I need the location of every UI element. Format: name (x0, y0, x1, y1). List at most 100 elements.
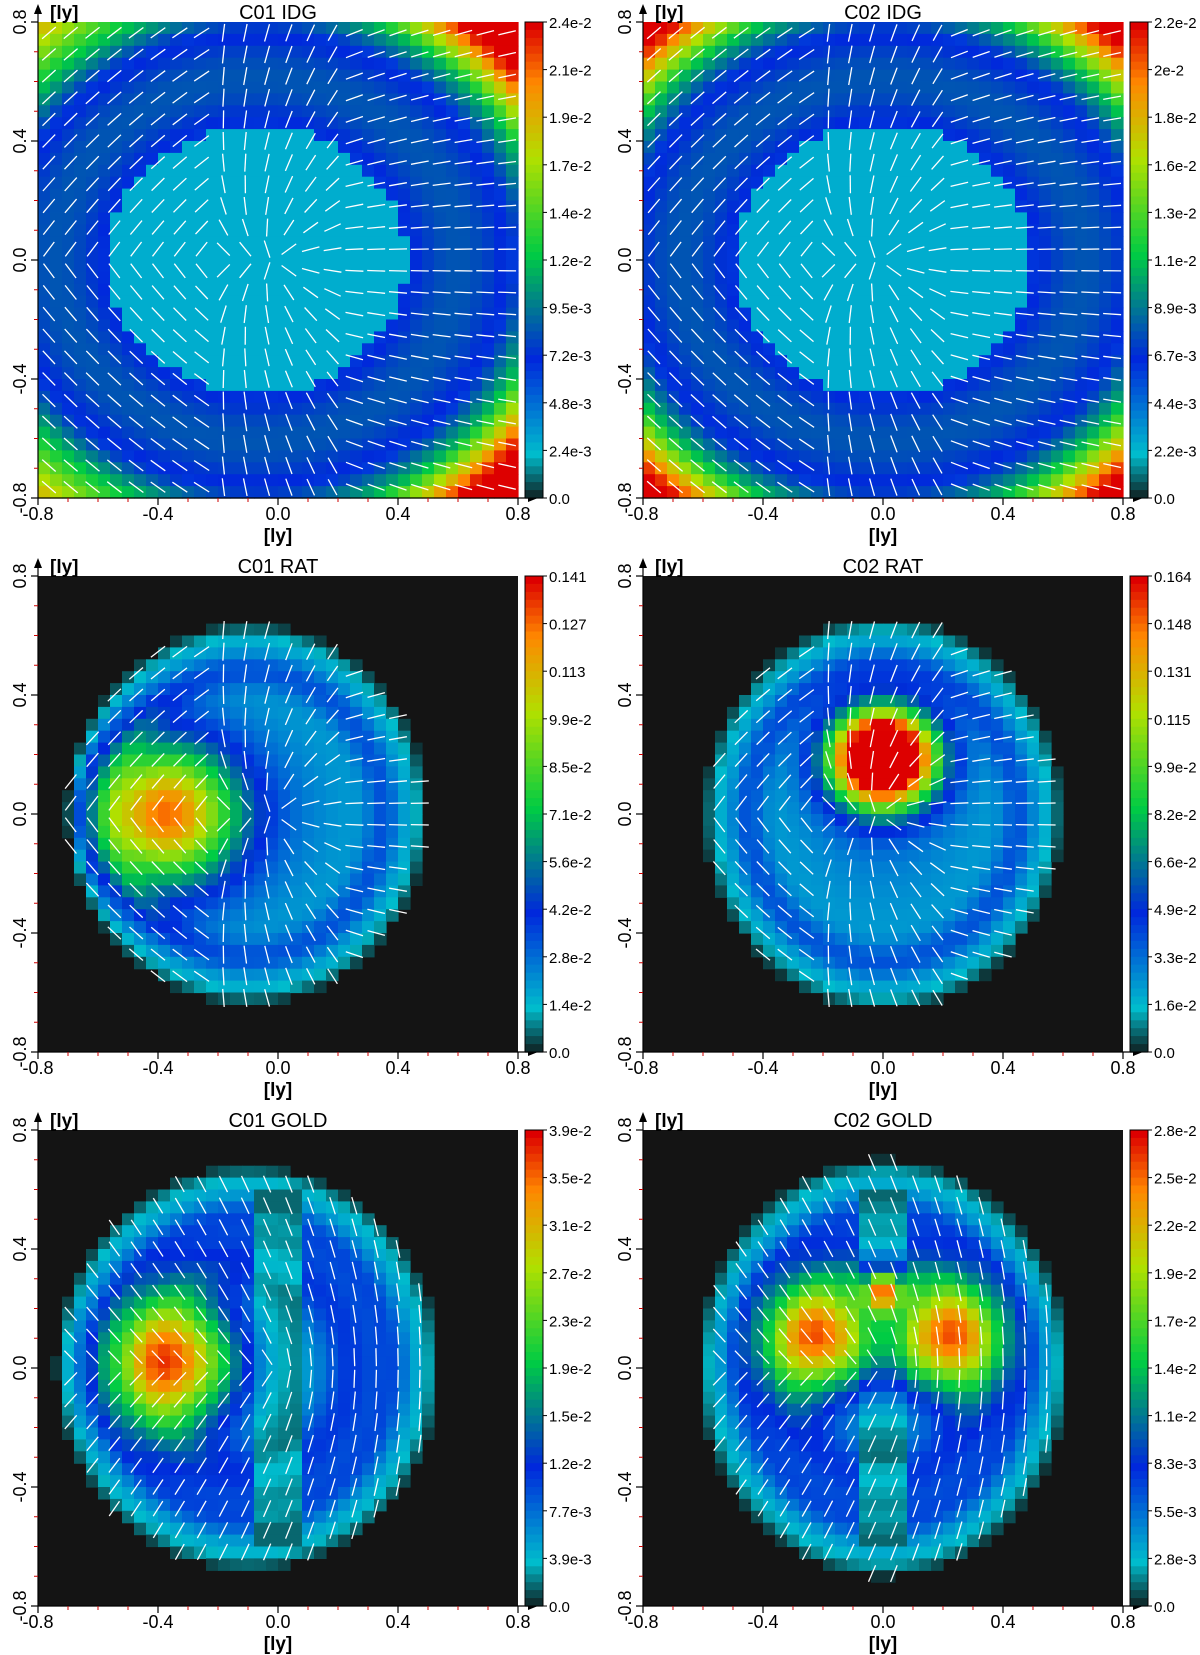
heatmap-cell (254, 200, 267, 213)
heatmap-cell (919, 33, 932, 47)
heatmap-cell (494, 236, 507, 249)
heatmap-cell (823, 176, 836, 190)
heatmap-cell (254, 105, 267, 118)
heatmap-cell (1063, 224, 1076, 237)
heatmap-cell (206, 57, 219, 71)
heatmap-cell (703, 141, 716, 154)
heatmap-cell (691, 212, 704, 225)
heatmap-cell (290, 802, 303, 815)
vector-glyph (285, 435, 293, 453)
heatmap-cell (158, 849, 171, 863)
heatmap-cell (182, 921, 195, 934)
heatmap-cell (74, 164, 87, 178)
heatmap-cell (86, 283, 99, 297)
vector-glyph (389, 51, 407, 58)
heatmap-cell (266, 129, 279, 142)
heatmap-cell (727, 390, 740, 404)
heatmap-cell (446, 117, 459, 130)
heatmap-cell (278, 933, 291, 946)
heatmap-cell (1099, 141, 1112, 154)
heatmap-cell (1099, 105, 1112, 118)
heatmap-cell (170, 379, 183, 392)
panel-3: -0.8 -0.4 0.0 0.4 0.8-0.8-0.40.00.40.8[ly][l… (10, 556, 592, 1101)
heatmap-cell (446, 367, 459, 380)
vector-glyph (389, 29, 407, 37)
heatmap-cell (643, 164, 656, 178)
heatmap-cell (715, 367, 728, 380)
heatmap-cell (799, 474, 812, 487)
heatmap-cell (290, 754, 303, 767)
heatmap-cell (895, 486, 908, 499)
heatmap-cell (655, 117, 668, 130)
heatmap-cell (374, 93, 387, 106)
heatmap-cell (434, 141, 447, 154)
heatmap-cell (218, 647, 231, 660)
heatmap-cell (134, 236, 147, 249)
heatmap-cell (362, 81, 375, 94)
heatmap-cell (655, 438, 668, 451)
heatmap-cell (667, 319, 680, 332)
vector-glyph (432, 182, 451, 187)
heatmap-cell (679, 57, 692, 71)
heatmap-cell (470, 105, 483, 118)
heatmap-cell (230, 933, 243, 946)
heatmap-cell (314, 33, 327, 47)
heatmap-cell (859, 141, 872, 154)
heatmap-cell (1075, 164, 1088, 178)
heatmap-cell (1015, 295, 1028, 309)
heatmap-cell (110, 754, 123, 767)
vector-glyph (304, 176, 317, 192)
vector-glyph (150, 394, 166, 407)
heatmap-cell (362, 319, 375, 332)
vector-glyph (218, 219, 229, 236)
heatmap-cell (715, 474, 728, 487)
heatmap-cell (775, 438, 788, 451)
heatmap-cell (1063, 402, 1076, 416)
heatmap-cell (206, 22, 219, 35)
vector-glyph (432, 160, 451, 165)
heatmap-cell (1099, 331, 1112, 344)
heatmap-cell (254, 331, 267, 344)
heatmap-cell (751, 81, 764, 94)
heatmap-cell (470, 224, 483, 237)
heatmap-cell (470, 69, 483, 83)
heatmap-cell (470, 164, 483, 178)
heatmap-cell (751, 152, 764, 166)
y-tick-label: 0.0 (615, 247, 635, 272)
heatmap-cell (314, 355, 327, 368)
heatmap-cell (326, 188, 339, 202)
heatmap-cell (931, 331, 944, 344)
heatmap-cell (931, 271, 944, 285)
heatmap-cell (679, 129, 692, 142)
heatmap-cell (703, 152, 716, 166)
heatmap-cell (38, 331, 51, 344)
heatmap-cell (446, 271, 459, 285)
heatmap-cell (158, 390, 171, 404)
heatmap-cell (254, 129, 267, 142)
colorbar-band (525, 267, 543, 277)
heatmap-cell (386, 33, 399, 47)
heatmap-cell (122, 152, 135, 166)
heatmap-cell (218, 271, 231, 285)
heatmap-cell (290, 33, 303, 47)
colorbar-band (525, 458, 543, 467)
heatmap-cell (655, 69, 668, 83)
heatmap-cell (182, 271, 195, 285)
heatmap-cell (266, 212, 279, 225)
heatmap-cell (679, 486, 692, 499)
vector-glyph (410, 312, 429, 316)
heatmap-cell (410, 331, 423, 344)
heatmap-cell (1075, 283, 1088, 297)
vector-glyph (172, 70, 188, 82)
heatmap-cell (847, 105, 860, 118)
heatmap-cell (278, 164, 291, 178)
heatmap-cell (278, 956, 291, 970)
heatmap-cell (146, 343, 159, 356)
heatmap-cell (482, 200, 495, 213)
heatmap-cell (739, 141, 752, 154)
heatmap-cell (919, 295, 932, 309)
heatmap-cell (98, 260, 111, 273)
heatmap-cell (943, 129, 956, 142)
heatmap-cell (254, 414, 267, 428)
heatmap-cell (727, 22, 740, 35)
